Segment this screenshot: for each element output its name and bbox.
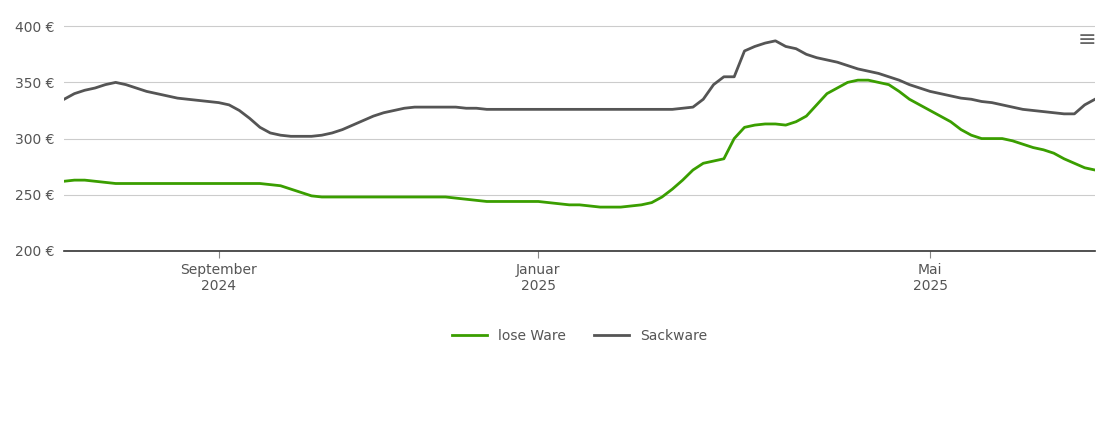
lose Ware (686, 168, 699, 173)
lose Ware (841, 80, 855, 85)
Sackware (542, 107, 555, 112)
Sackware (1088, 97, 1101, 102)
lose Ware (58, 179, 71, 184)
Line: Sackware: Sackware (64, 41, 1094, 136)
Line: lose Ware: lose Ware (64, 80, 1094, 207)
lose Ware (594, 205, 607, 210)
Sackware (686, 104, 699, 110)
Sackware (325, 130, 339, 135)
Sackware (851, 66, 865, 71)
lose Ware (1088, 168, 1101, 173)
lose Ware (532, 199, 545, 204)
lose Ware (315, 195, 329, 200)
lose Ware (851, 77, 865, 82)
Sackware (799, 52, 813, 57)
lose Ware (789, 119, 803, 124)
Sackware (130, 85, 143, 91)
lose Ware (130, 181, 143, 186)
Sackware (58, 97, 71, 102)
Sackware (769, 38, 783, 44)
Legend: lose Ware, Sackware: lose Ware, Sackware (446, 324, 713, 349)
Sackware (284, 134, 297, 139)
Text: ≡: ≡ (1078, 30, 1097, 49)
